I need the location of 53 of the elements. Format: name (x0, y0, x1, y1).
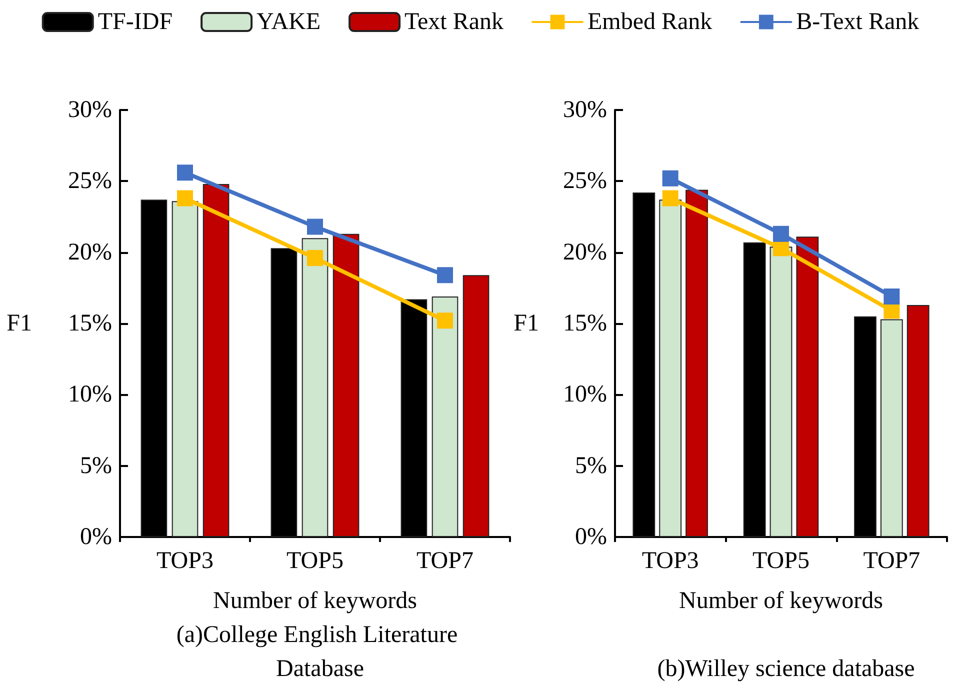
legend-label: TF-IDF (98, 9, 173, 35)
y-tick-label: 25% (563, 168, 607, 194)
point (437, 267, 453, 284)
point (662, 190, 678, 206)
y-tick-label: 5% (575, 452, 607, 479)
point (307, 250, 323, 266)
legend-label: Embed Rank (588, 9, 712, 35)
x-tick-label: TOP5 (286, 548, 344, 574)
y-tick-label: 30% (68, 97, 112, 123)
x-tick-label: TOP3 (156, 548, 214, 574)
x-axis-title: Number of keywords (679, 588, 883, 614)
bar (770, 246, 792, 537)
legend-label: Text Rank (404, 9, 504, 35)
x-tick-label: TOP7 (416, 548, 474, 574)
text: (a)College English Literature Database (176, 622, 464, 682)
bar (880, 319, 903, 537)
legend-label: YAKE (256, 9, 321, 35)
bar (659, 200, 682, 537)
point (662, 170, 678, 186)
x-tick-label: TOP7 (863, 548, 920, 574)
legend-label: B-Text Rank (796, 9, 920, 35)
bar (686, 190, 708, 537)
bar (172, 201, 198, 537)
y-tick-label: 10% (563, 382, 607, 408)
x-axis-title: Number of keywords (213, 588, 417, 614)
point (437, 312, 453, 329)
bar (202, 184, 230, 537)
y-tick-label: 0% (80, 524, 112, 550)
y-axis-title: F1 (6, 310, 32, 336)
point (884, 288, 900, 304)
y-tick-label: 25% (68, 168, 112, 194)
x-tick-label: TOP3 (642, 548, 699, 574)
bar (332, 234, 360, 537)
text: (b)Willey science database (657, 656, 915, 682)
x-tick-label: TOP5 (752, 548, 810, 574)
y-axis-title: F1 (514, 310, 539, 336)
point (177, 190, 193, 206)
bar (302, 238, 328, 537)
y-tick-label: 20% (68, 239, 112, 266)
y-tick-label: 15% (563, 310, 607, 336)
bar (462, 275, 490, 537)
bar (432, 296, 458, 537)
y-tick-label: 10% (68, 382, 112, 408)
y-tick-label: 5% (80, 452, 112, 479)
point (773, 226, 789, 242)
point (177, 164, 193, 181)
bar (906, 304, 930, 537)
point (307, 218, 323, 235)
y-tick-label: 0% (575, 524, 607, 550)
y-tick-label: 15% (68, 310, 112, 336)
y-tick-label: 30% (563, 97, 607, 123)
y-tick-label: 20% (563, 239, 607, 266)
bar (796, 236, 819, 537)
